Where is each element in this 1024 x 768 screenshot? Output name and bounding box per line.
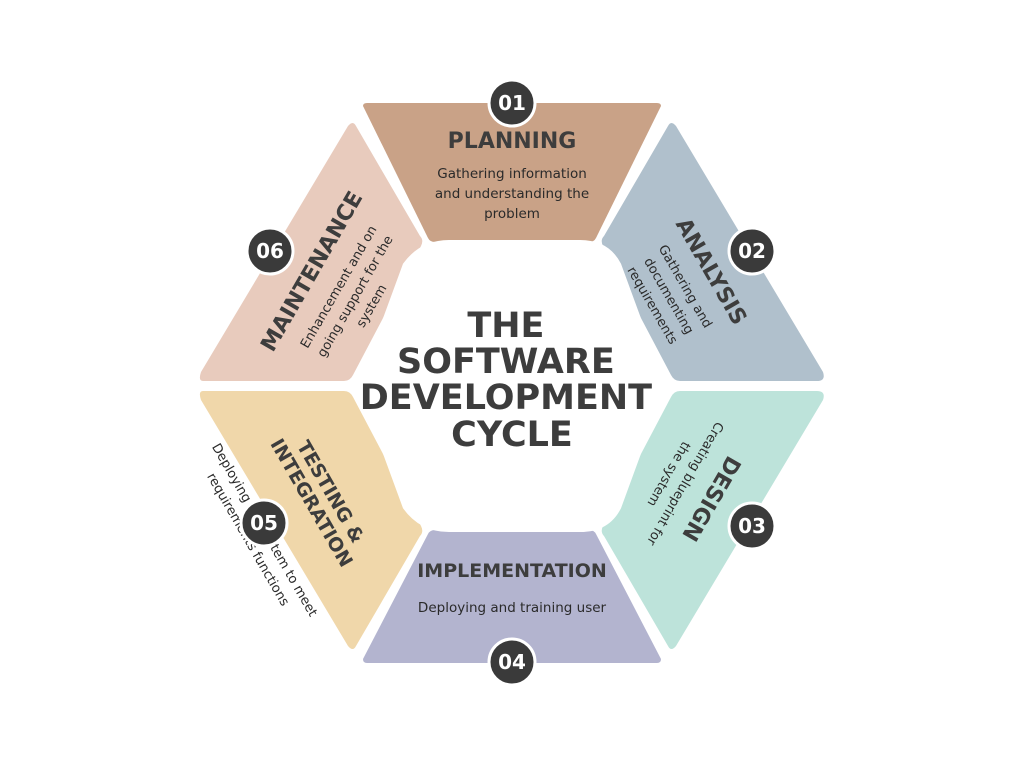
- stage-segment-01: [363, 103, 661, 242]
- stage-number-badge: 04: [487, 637, 537, 687]
- stage-label-group-04: IMPLEMENTATION Deploying and training use…: [417, 560, 607, 616]
- stage-segment-02: [601, 123, 824, 381]
- stage-label-group-01: PLANNING Gathering information and underst…: [435, 129, 589, 222]
- stage-number-badge: 03: [727, 501, 777, 551]
- stage-number-badge: 05: [239, 498, 289, 548]
- stage-description: problem: [484, 206, 540, 222]
- stage-segment-05: [199, 391, 423, 649]
- svg-text:THE SOFTWARE DEVEL: THE SOFTWARE DEVELOPMENT CYCLE: [360, 306, 665, 455]
- stage-number-badge: 02: [727, 226, 777, 276]
- stage-description: Gathering information: [437, 166, 587, 182]
- stage-segment-06: [199, 123, 423, 381]
- stage-description: and understanding the: [435, 186, 589, 202]
- stage-number: 05: [250, 511, 278, 535]
- stage-number: 01: [498, 91, 526, 115]
- center-title-line: CYCLE: [451, 415, 573, 455]
- center-title-line: THE: [467, 306, 544, 346]
- stage-number-badge: 06: [245, 226, 295, 276]
- stage-segments: [199, 103, 824, 663]
- badge-circle: [487, 637, 537, 687]
- stage-segment-03: [601, 391, 824, 649]
- stage-number: 06: [256, 239, 284, 263]
- stage-number-badge: 01: [487, 78, 537, 128]
- stage-number: 02: [738, 239, 766, 263]
- stage-number: 04: [498, 650, 526, 674]
- center-hexagon: THE SOFTWARE DEVELOPMENT CYCLE: [360, 240, 665, 532]
- stage-title: PLANNING: [448, 129, 577, 154]
- stage-number: 03: [738, 514, 766, 538]
- stage-title: IMPLEMENTATION: [417, 560, 607, 582]
- badge-circle: [727, 226, 777, 276]
- badge-circle: [245, 226, 295, 276]
- badge-circle: [239, 498, 289, 548]
- badge-circle: [727, 501, 777, 551]
- stage-badges: 01 02 03 04 05 06: [239, 78, 777, 687]
- badge-circle: [487, 78, 537, 128]
- stage-segment-04: [363, 530, 661, 663]
- stage-description: Deploying and training user: [418, 600, 607, 616]
- center-title-line: SOFTWARE: [397, 342, 615, 382]
- center-title-line: DEVELOPMENT: [360, 378, 652, 418]
